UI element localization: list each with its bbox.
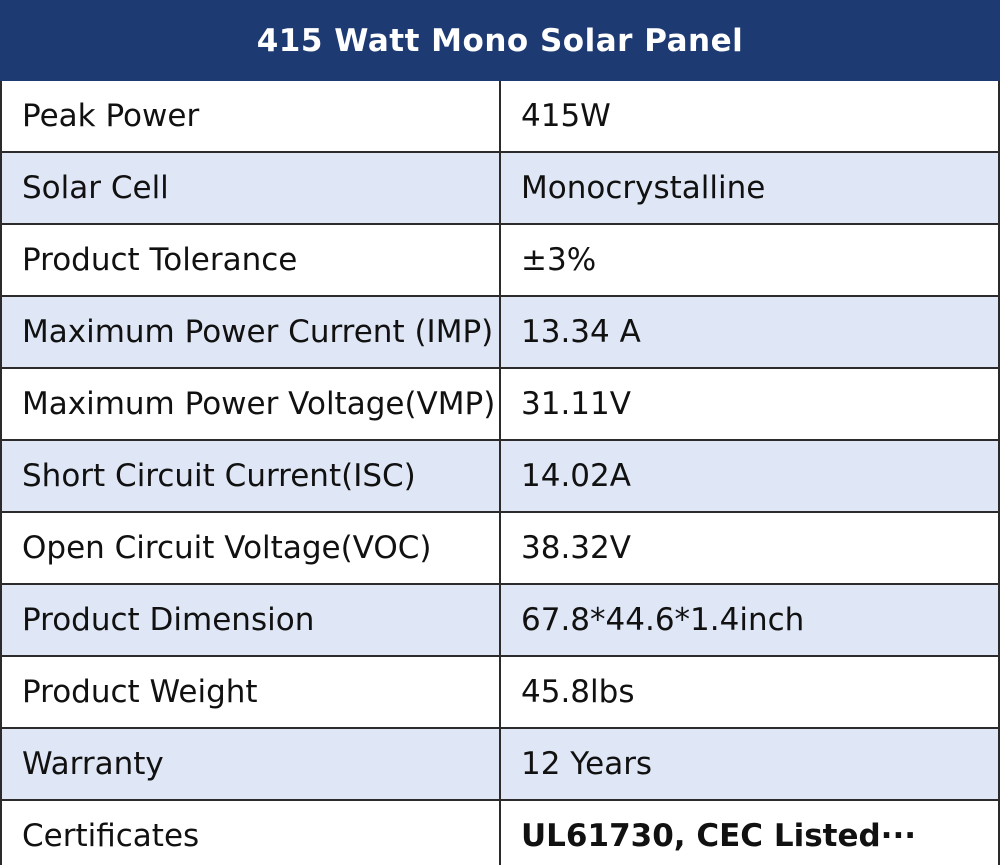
- spec-row: Peak Power 415W: [0, 79, 1000, 153]
- spec-row: Certificates UL61730, CEC Listed···: [0, 799, 1000, 865]
- table-title: 415 Watt Mono Solar Panel: [0, 0, 1000, 81]
- spec-value: UL61730, CEC Listed···: [499, 799, 1000, 865]
- spec-label: Short Circuit Current(ISC): [0, 439, 501, 513]
- spec-row: Product Dimension 67.8*44.6*1.4inch: [0, 583, 1000, 657]
- table-body: Peak Power 415W Solar Cell Monocrystalline P…: [0, 79, 1000, 865]
- spec-value: ±3%: [499, 223, 1000, 297]
- spec-value: 14.02A: [499, 439, 1000, 513]
- spec-label: Warranty: [0, 727, 501, 801]
- spec-label: Open Circuit Voltage(VOC): [0, 511, 501, 585]
- spec-label: Solar Cell: [0, 151, 501, 225]
- spec-value: 31.11V: [499, 367, 1000, 441]
- spec-label: Peak Power: [0, 79, 501, 153]
- spec-label: Certificates: [0, 799, 501, 865]
- spec-value: 38.32V: [499, 511, 1000, 585]
- spec-row: Warranty 12 Years: [0, 727, 1000, 801]
- spec-label: Product Dimension: [0, 583, 501, 657]
- spec-value: 12 Years: [499, 727, 1000, 801]
- spec-row: Product Tolerance ±3%: [0, 223, 1000, 297]
- spec-value: 415W: [499, 79, 1000, 153]
- spec-label: Maximum Power Current (IMP): [0, 295, 501, 369]
- spec-row: Maximum Power Voltage(VMP) 31.11V: [0, 367, 1000, 441]
- spec-value: 13.34 A: [499, 295, 1000, 369]
- spec-row: Open Circuit Voltage(VOC) 38.32V: [0, 511, 1000, 585]
- spec-value: Monocrystalline: [499, 151, 1000, 225]
- spec-value: 45.8lbs: [499, 655, 1000, 729]
- spec-label: Product Tolerance: [0, 223, 501, 297]
- spec-row: Short Circuit Current(ISC) 14.02A: [0, 439, 1000, 513]
- spec-row: Solar Cell Monocrystalline: [0, 151, 1000, 225]
- spec-label: Product Weight: [0, 655, 501, 729]
- spec-value: 67.8*44.6*1.4inch: [499, 583, 1000, 657]
- spec-row: Product Weight 45.8lbs: [0, 655, 1000, 729]
- spec-label: Maximum Power Voltage(VMP): [0, 367, 501, 441]
- spec-row: Maximum Power Current (IMP) 13.34 A: [0, 295, 1000, 369]
- header-row: 415 Watt Mono Solar Panel: [0, 0, 1000, 81]
